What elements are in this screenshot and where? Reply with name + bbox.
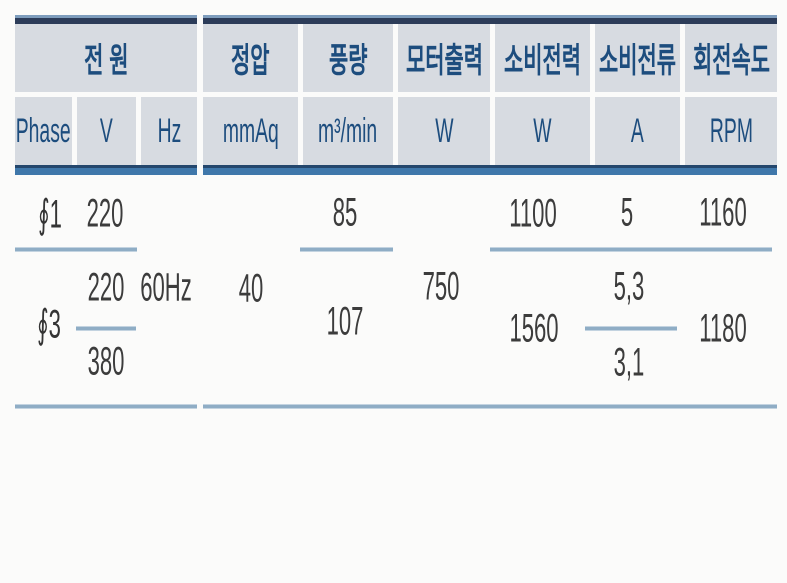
column-separator [590,97,595,165]
unit-cell-voltage: V [77,97,136,165]
value-phase3-current-31: 3,1 [613,340,645,386]
voltage-220-380-divider [76,326,136,331]
column-separator [72,97,77,165]
header-airflow-label: 풍량 [328,40,368,80]
unit-phase-label: Phase [16,110,71,150]
spec-group: 정압 풍량 모터출력 소비전력 소비전류 회전속도 [203,15,777,175]
header-cell-current-consumption: 소비전류 [595,24,680,92]
power-unit-row: Phase V Hz [15,97,197,165]
unit-mmaq-label: mmAq [222,110,279,150]
unit-cell-m3min: m³/min [303,97,393,165]
header-static-pressure-label: 정압 [231,40,270,80]
unit-m3min-label: m³/min [318,110,378,150]
value-motor-output: 750 [422,264,460,310]
header-cell-power-consumption: 소비전력 [495,24,590,92]
value-phase3-airflow: 107 [326,299,364,345]
value-phase3-power: 1560 [509,306,559,352]
current-53-31-divider [585,326,677,331]
power-group: 전 원 Phase V Hz [15,15,197,175]
row1-divider-airflow-col [300,247,393,252]
header-cell-static-pressure: 정압 [203,24,298,92]
group-header-power: 전 원 [15,24,197,92]
unit-cell-ampere: A [595,97,680,165]
column-separator [393,24,398,92]
column-separator [680,24,685,92]
unit-frequency-label: Hz [157,110,181,150]
value-phase1-power: 1100 [509,191,557,237]
column-separator [680,97,685,165]
unit-rpm-label: RPM [709,110,753,150]
spec-group-bottom-border [203,165,777,175]
unit-cell-phase: Phase [15,97,72,165]
value-phase1-rpm: 1160 [699,190,747,236]
column-separator [490,97,495,165]
unit-cell-power-w: W [495,97,590,165]
value-phase3-rpm: 1180 [699,306,747,352]
row1-divider-power-cols [15,247,137,252]
unit-cell-frequency: Hz [141,97,197,165]
value-phase1-voltage: 220 [86,191,124,237]
unit-motor-w-label: W [434,110,454,150]
header-row-gap [203,92,777,97]
table-bottom-border-right [203,404,777,409]
value-phase3-current-53: 5,3 [613,264,645,310]
power-group-bottom-border [15,165,197,175]
value-phase1-symbol: ∮1 [38,192,62,238]
unit-power-w-label: W [533,110,552,150]
spec-header-row: 정압 풍량 모터출력 소비전력 소비전류 회전속도 [203,24,777,92]
column-separator [298,97,303,165]
row1-divider-right-cols [490,247,772,252]
group-header-power-label: 전 원 [83,40,129,80]
unit-cell-rpm: RPM [685,97,777,165]
unit-cell-mmaq: mmAq [203,97,298,165]
header-current-consumption-label: 소비전류 [599,40,676,80]
header-rotation-speed-label: 회전속도 [692,40,770,80]
unit-voltage-label: V [100,110,113,150]
column-separator [393,97,398,165]
column-separator [298,24,303,92]
value-phase3-symbol: ∮3 [37,302,61,348]
header-cell-airflow: 풍량 [303,24,393,92]
unit-cell-motor-w: W [398,97,490,165]
spec-unit-row: mmAq m³/min W W A RPM [203,97,777,165]
unit-ampere-label: A [631,110,644,150]
value-frequency: 60Hz [140,265,192,311]
column-separator [490,24,495,92]
table-bottom-border-left [15,404,197,409]
value-static-pressure: 40 [238,266,264,312]
column-separator [590,24,595,92]
header-power-consumption-label: 소비전력 [504,40,581,80]
value-phase1-airflow: 85 [332,190,358,236]
header-cell-motor-output: 모터출력 [398,24,490,92]
value-phase3-voltage-380: 380 [87,339,125,385]
header-cell-rotation-speed: 회전속도 [685,24,777,92]
column-separator [136,97,141,165]
value-phase1-current: 5 [620,190,634,236]
header-row-gap [15,92,197,97]
value-phase3-voltage-220: 220 [87,265,125,311]
spec-group-top-border [203,15,777,24]
header-motor-output-label: 모터출력 [405,40,483,80]
power-group-top-border [15,15,197,24]
